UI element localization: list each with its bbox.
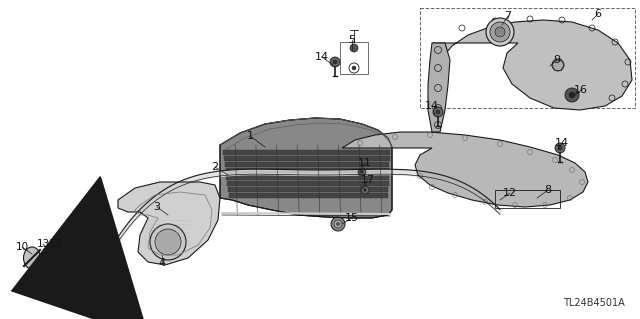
Circle shape (433, 107, 443, 117)
Circle shape (486, 18, 514, 46)
Text: 14: 14 (425, 101, 439, 111)
Polygon shape (223, 150, 390, 155)
Circle shape (331, 217, 345, 231)
Text: 15: 15 (345, 213, 359, 223)
Polygon shape (342, 132, 588, 207)
Circle shape (360, 170, 364, 174)
Text: 9: 9 (554, 55, 561, 65)
Polygon shape (118, 182, 220, 265)
Text: 11: 11 (358, 158, 372, 168)
Circle shape (350, 44, 358, 52)
Polygon shape (225, 168, 389, 174)
Text: FR.: FR. (40, 275, 61, 285)
Circle shape (364, 189, 367, 191)
Circle shape (48, 249, 56, 257)
Circle shape (565, 88, 579, 102)
Polygon shape (225, 162, 389, 167)
Polygon shape (428, 43, 450, 132)
Circle shape (155, 229, 181, 255)
Polygon shape (229, 193, 388, 198)
Circle shape (358, 168, 366, 176)
Text: 17: 17 (361, 175, 375, 185)
Polygon shape (220, 118, 392, 218)
Text: 8: 8 (545, 185, 552, 195)
Circle shape (552, 59, 564, 71)
Circle shape (436, 110, 440, 114)
Circle shape (330, 57, 340, 67)
Text: 14: 14 (315, 52, 329, 62)
Text: TL24B4501A: TL24B4501A (563, 298, 625, 308)
Circle shape (490, 22, 510, 42)
Circle shape (333, 60, 337, 64)
Polygon shape (432, 20, 632, 110)
Text: 2: 2 (211, 162, 219, 172)
Circle shape (336, 222, 340, 226)
Text: 7: 7 (504, 11, 511, 21)
Text: 13: 13 (49, 239, 61, 249)
Polygon shape (227, 174, 389, 180)
Text: 1: 1 (246, 131, 253, 141)
Ellipse shape (24, 247, 40, 269)
Polygon shape (224, 156, 390, 161)
Circle shape (150, 224, 186, 260)
Circle shape (334, 220, 342, 228)
Text: 5: 5 (349, 35, 355, 45)
Text: 13: 13 (36, 239, 50, 249)
Circle shape (495, 27, 505, 37)
Text: 3: 3 (154, 202, 161, 212)
Text: 16: 16 (574, 85, 588, 95)
Text: 12: 12 (503, 188, 517, 198)
Polygon shape (228, 187, 388, 192)
Circle shape (558, 146, 562, 150)
Text: 6: 6 (595, 9, 602, 19)
Text: 14: 14 (555, 138, 569, 148)
Circle shape (352, 66, 356, 70)
Circle shape (569, 92, 575, 98)
Text: 4: 4 (159, 258, 166, 268)
Polygon shape (227, 181, 388, 186)
Circle shape (361, 186, 369, 194)
Text: 10: 10 (15, 242, 29, 252)
Circle shape (555, 143, 565, 153)
